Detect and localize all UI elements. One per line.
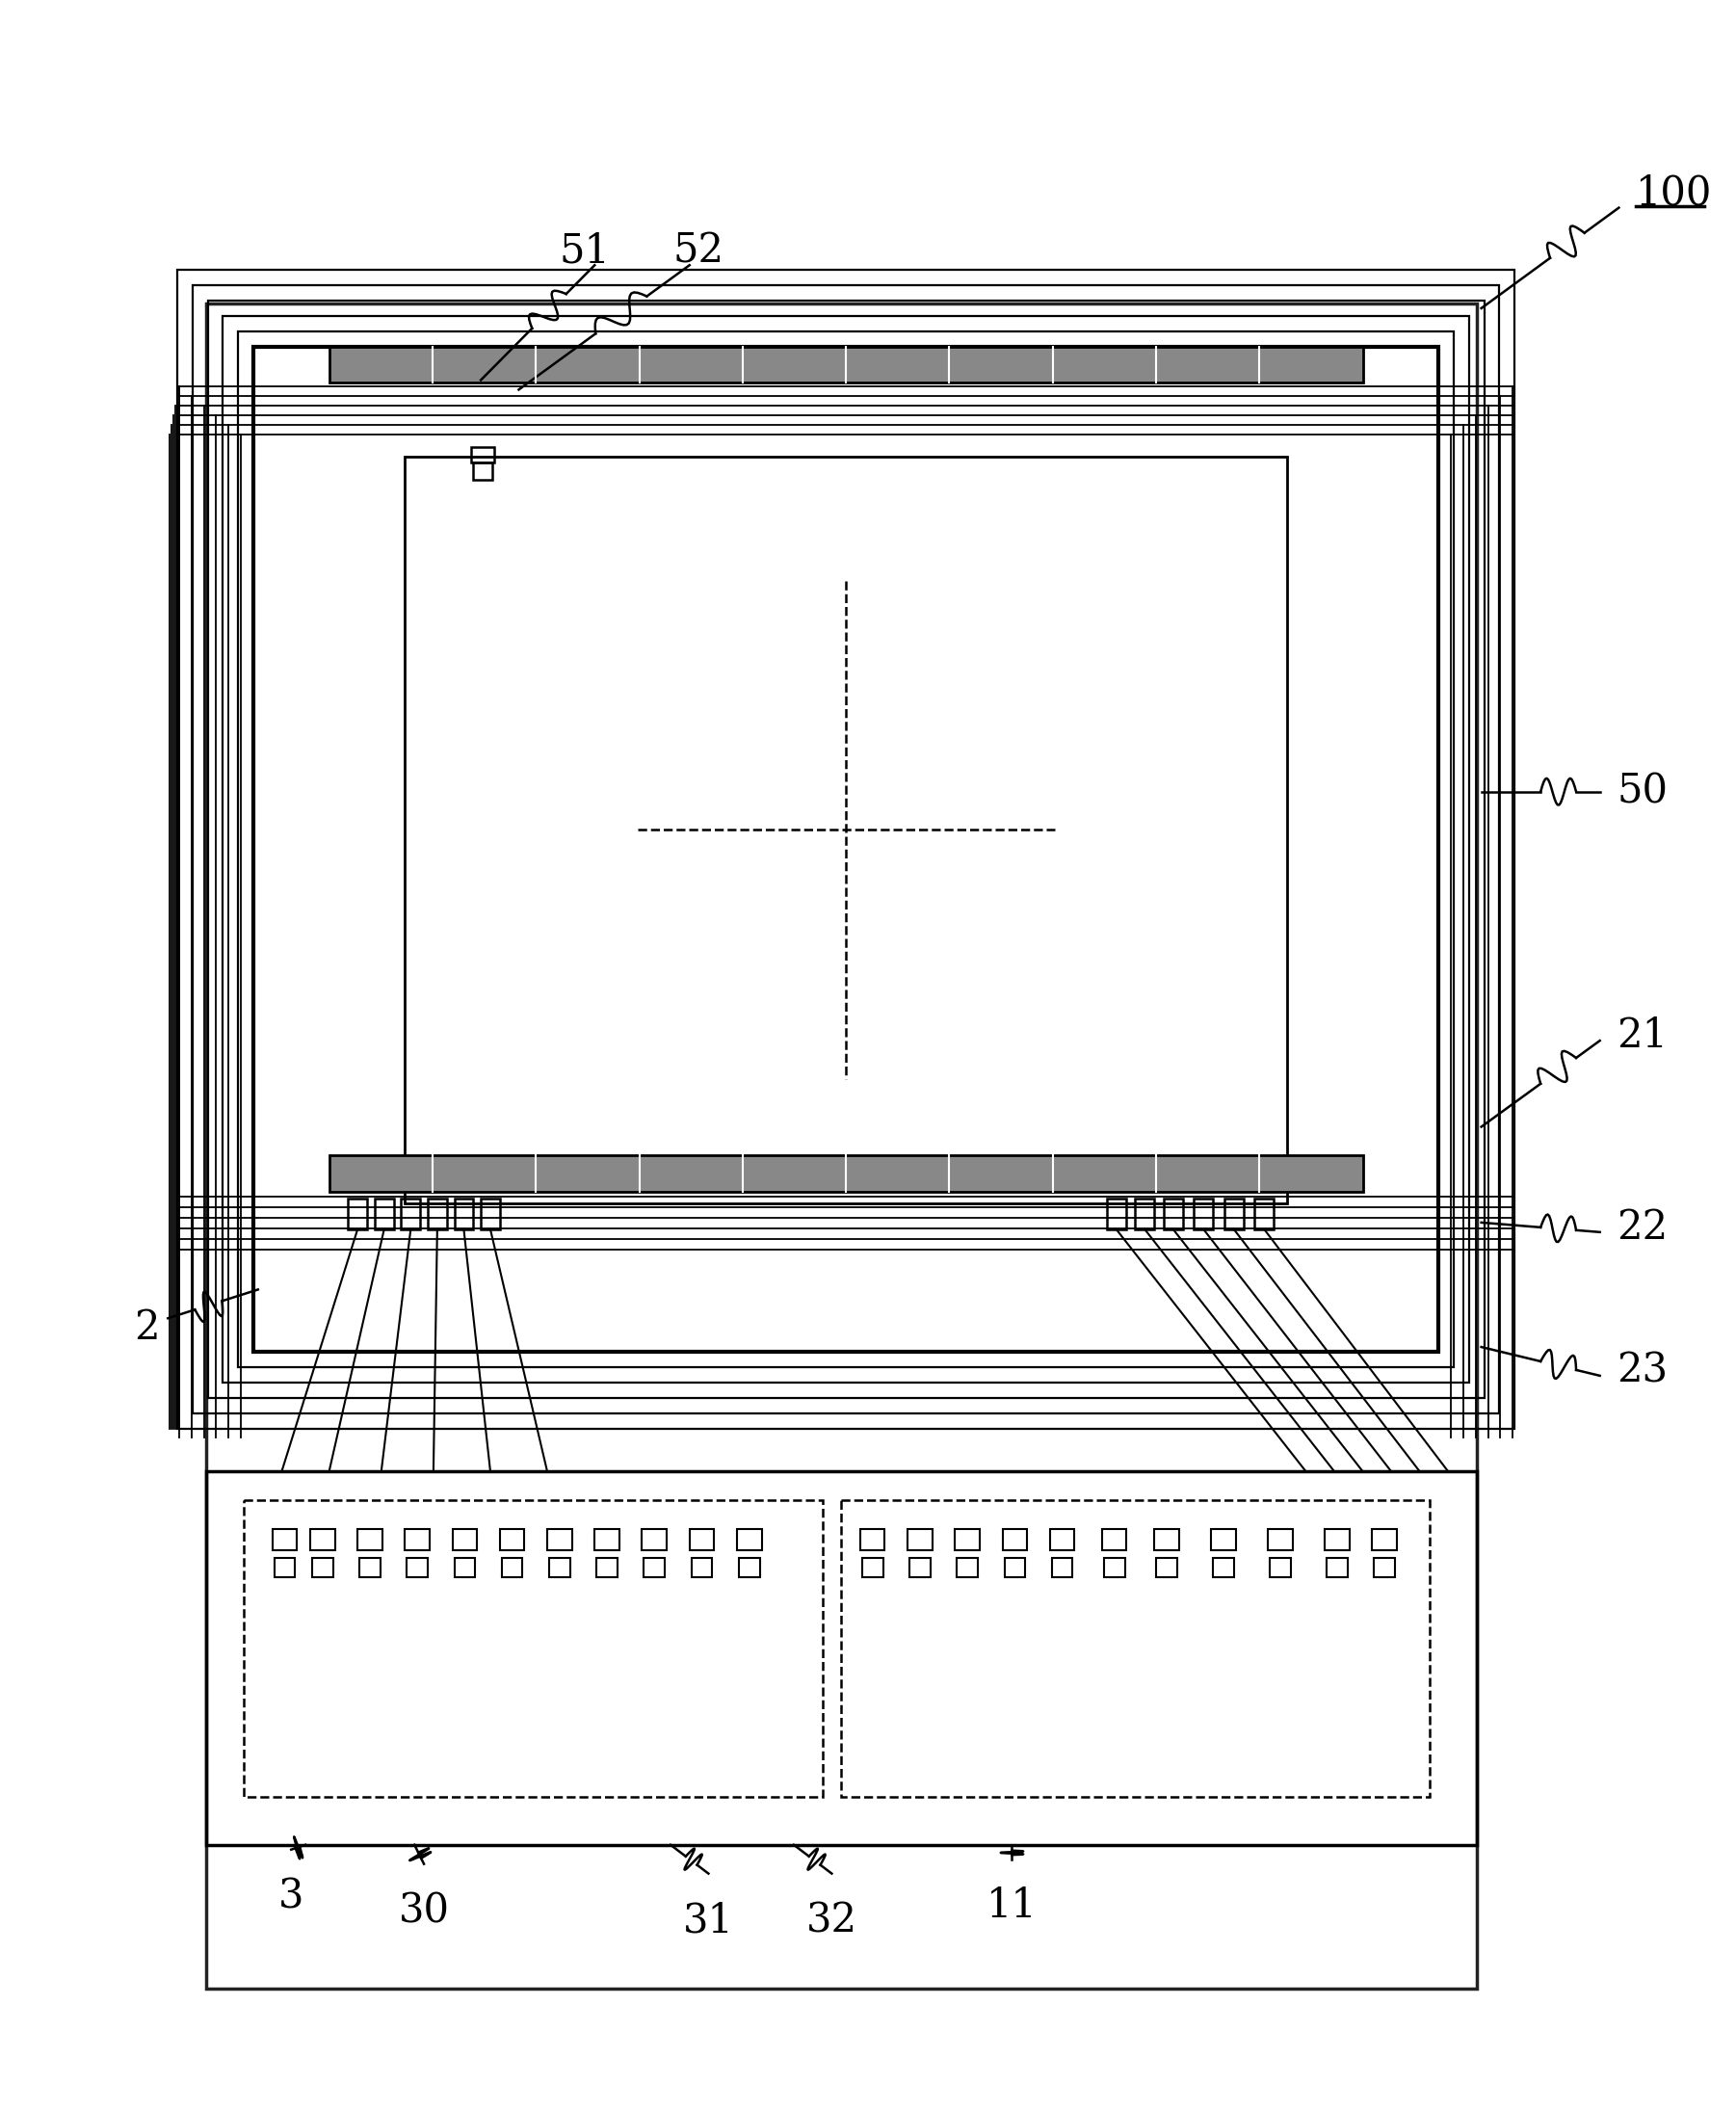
- Text: 52: 52: [674, 230, 724, 270]
- Bar: [222, 316, 1469, 1382]
- Bar: [908, 1530, 932, 1551]
- Bar: [502, 1557, 523, 1578]
- Bar: [691, 1557, 712, 1578]
- Bar: [736, 1530, 762, 1551]
- Bar: [481, 1198, 500, 1230]
- Bar: [349, 1198, 366, 1230]
- Bar: [238, 331, 1453, 1367]
- Bar: [1163, 1198, 1182, 1230]
- Text: 100: 100: [1635, 173, 1712, 213]
- Text: 21: 21: [1616, 1015, 1668, 1057]
- Bar: [359, 1557, 380, 1578]
- Bar: [455, 1198, 474, 1230]
- Text: 2: 2: [134, 1308, 160, 1348]
- Bar: [1255, 1198, 1274, 1230]
- Bar: [595, 1530, 620, 1551]
- Text: 22: 22: [1616, 1207, 1668, 1247]
- Bar: [740, 1557, 760, 1578]
- Bar: [1375, 1557, 1396, 1578]
- Bar: [1104, 1557, 1125, 1578]
- Bar: [957, 1557, 977, 1578]
- Bar: [644, 1557, 665, 1578]
- Bar: [1325, 1530, 1349, 1551]
- Bar: [1102, 1530, 1127, 1551]
- Bar: [312, 1557, 333, 1578]
- Bar: [401, 1198, 420, 1230]
- Text: 23: 23: [1616, 1350, 1668, 1390]
- Bar: [1371, 1530, 1397, 1551]
- Bar: [910, 1557, 930, 1578]
- Bar: [642, 1530, 667, 1551]
- Bar: [455, 1557, 476, 1578]
- Text: 30: 30: [399, 1891, 450, 1931]
- Bar: [1212, 1530, 1236, 1551]
- Bar: [1194, 1198, 1213, 1230]
- Bar: [1213, 1557, 1234, 1578]
- Bar: [500, 1530, 524, 1551]
- Bar: [358, 1530, 382, 1551]
- Bar: [207, 1471, 1477, 1844]
- Bar: [177, 270, 1514, 1428]
- Bar: [1002, 1530, 1028, 1551]
- Bar: [330, 1156, 1363, 1192]
- Bar: [1052, 1557, 1073, 1578]
- Bar: [330, 346, 1363, 382]
- Bar: [253, 346, 1439, 1353]
- Bar: [863, 1557, 884, 1578]
- Bar: [842, 1500, 1429, 1798]
- Bar: [193, 285, 1500, 1414]
- Bar: [955, 1530, 979, 1551]
- Bar: [549, 1557, 569, 1578]
- Bar: [689, 1530, 713, 1551]
- Bar: [1269, 1557, 1290, 1578]
- Bar: [1224, 1198, 1243, 1230]
- Bar: [274, 1557, 295, 1578]
- Bar: [859, 1530, 885, 1551]
- Bar: [404, 456, 1286, 1203]
- Bar: [547, 1530, 571, 1551]
- Text: 31: 31: [682, 1901, 734, 1941]
- Bar: [375, 1198, 394, 1230]
- Bar: [404, 1530, 429, 1551]
- Bar: [1050, 1530, 1075, 1551]
- Bar: [273, 1530, 297, 1551]
- Bar: [208, 300, 1484, 1397]
- Bar: [1326, 1557, 1347, 1578]
- Text: 32: 32: [806, 1901, 858, 1941]
- Text: 11: 11: [986, 1886, 1038, 1926]
- Bar: [474, 462, 493, 479]
- Bar: [243, 1500, 823, 1798]
- Bar: [1154, 1530, 1179, 1551]
- Bar: [1108, 1198, 1125, 1230]
- Bar: [406, 1557, 427, 1578]
- Bar: [1005, 1557, 1026, 1578]
- Text: 3: 3: [278, 1876, 304, 1916]
- Bar: [597, 1557, 618, 1578]
- Text: 50: 50: [1616, 772, 1668, 812]
- Bar: [1135, 1198, 1154, 1230]
- Bar: [1156, 1557, 1177, 1578]
- Bar: [311, 1530, 335, 1551]
- Bar: [472, 447, 495, 462]
- Bar: [1267, 1530, 1293, 1551]
- Text: 51: 51: [559, 230, 611, 270]
- Bar: [207, 304, 1477, 1988]
- Bar: [453, 1530, 477, 1551]
- Bar: [427, 1198, 446, 1230]
